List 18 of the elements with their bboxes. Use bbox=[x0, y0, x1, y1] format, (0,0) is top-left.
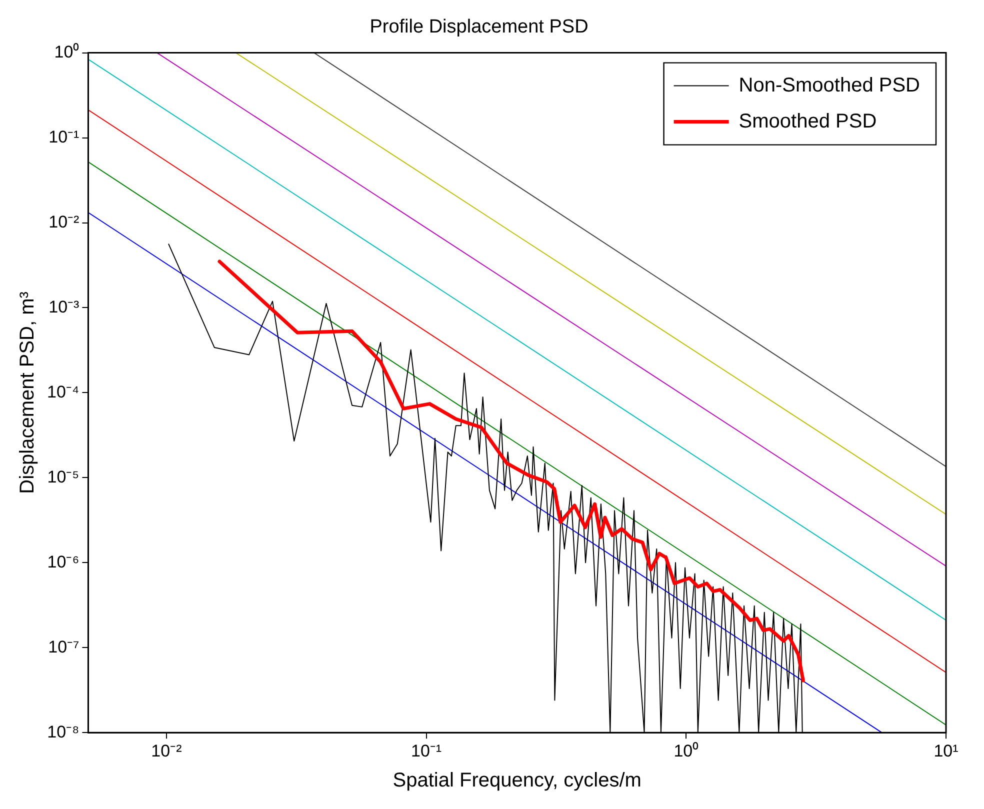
x-axis-title: Spatial Frequency, cycles/m bbox=[392, 770, 642, 792]
y-tick-label: 10⁰ bbox=[54, 42, 80, 62]
chart-title: Profile Displacement PSD bbox=[370, 16, 588, 38]
legend-label: Non-Smoothed PSD bbox=[738, 74, 920, 96]
y-axis-title: Displacement PSD, m³ bbox=[16, 291, 39, 494]
x-tick-label: 10⁻² bbox=[151, 741, 182, 760]
y-tick-label: 10⁻⁸ bbox=[47, 722, 80, 742]
y-tick-label: 10⁻⁵ bbox=[47, 467, 80, 486]
x-tick-label: 10¹ bbox=[934, 741, 959, 760]
x-tick-label: 10⁻¹ bbox=[411, 741, 442, 760]
y-tick-label: 10⁻⁴ bbox=[46, 382, 80, 402]
x-tick-label: 10⁰ bbox=[674, 741, 699, 760]
legend-label: Smoothed PSD bbox=[738, 110, 877, 132]
y-tick-label: 10⁻⁶ bbox=[47, 552, 80, 572]
y-tick-label: 10⁻³ bbox=[48, 297, 80, 316]
y-tick-label: 10⁻² bbox=[48, 212, 80, 232]
y-tick-label: 10⁻¹ bbox=[48, 127, 80, 146]
y-tick-label: 10⁻⁷ bbox=[48, 637, 80, 656]
